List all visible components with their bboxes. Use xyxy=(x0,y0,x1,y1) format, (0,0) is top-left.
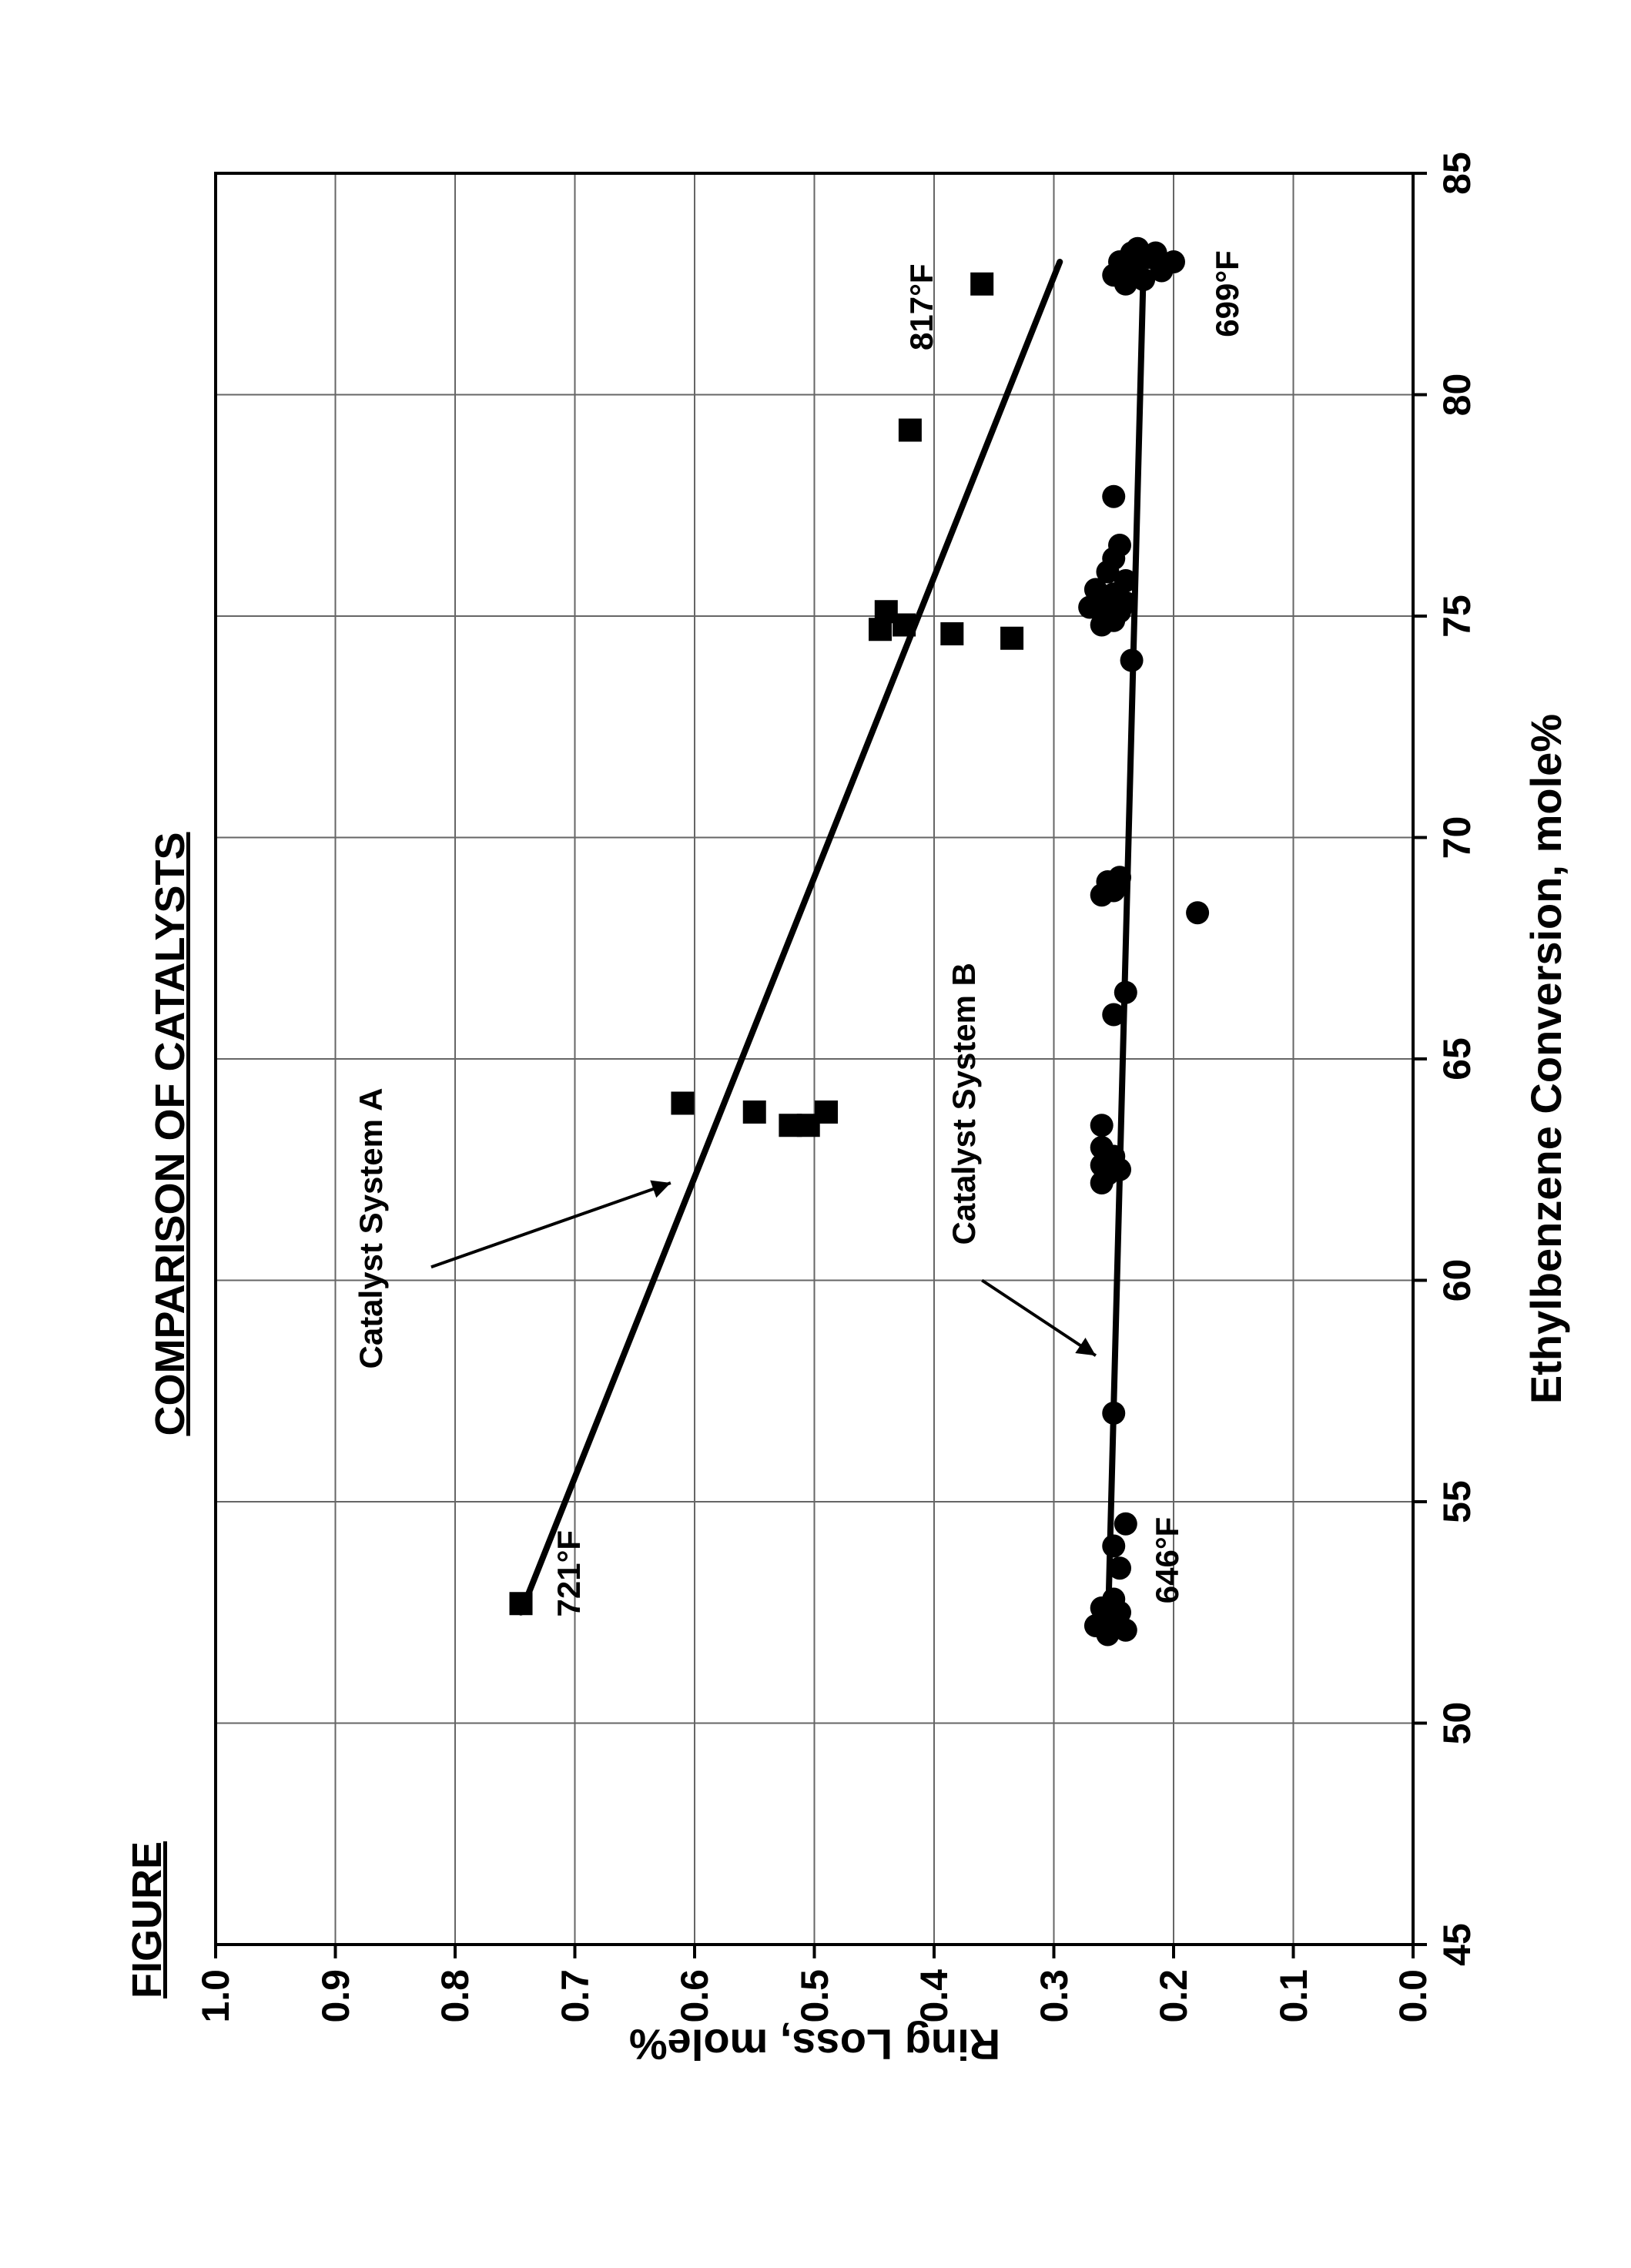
x-tick: 75 xyxy=(1435,595,1479,638)
x-tick: 80 xyxy=(1435,374,1479,417)
plot-svg xyxy=(216,173,1413,1945)
x-tick: 50 xyxy=(1435,1702,1479,1745)
x-tick: 55 xyxy=(1435,1480,1479,1523)
y-tick: 0.6 xyxy=(672,1969,717,2023)
y-tick: 0.1 xyxy=(1271,1969,1316,2023)
temp-a-left-label: 721°F xyxy=(551,1530,588,1617)
y-tick: 0.0 xyxy=(1391,1969,1435,2023)
x-tick: 70 xyxy=(1435,816,1479,859)
series-a-label: Catalyst System A xyxy=(353,1088,390,1369)
temp-b-right-label: 699°F xyxy=(1209,250,1246,337)
page-root: FIGURE COMPARISON OF CATALYSTS Ethylbenz… xyxy=(0,0,1631,2268)
y-tick: 0.8 xyxy=(433,1969,477,2023)
x-axis-label: Ethylbenzene Conversion, mole% xyxy=(1521,714,1571,1404)
series-b-label: Catalyst System B xyxy=(946,963,983,1245)
temp-b-left-label: 646°F xyxy=(1149,1517,1186,1604)
chart-title: COMPARISON OF CATALYSTS xyxy=(146,0,194,2268)
y-axis-label: Ring Loss, mole% xyxy=(628,2020,1000,2070)
y-tick: 0.4 xyxy=(912,1969,956,2023)
x-tick: 85 xyxy=(1435,152,1479,195)
y-tick: 0.3 xyxy=(1032,1969,1077,2023)
y-tick: 0.7 xyxy=(553,1969,598,2023)
x-tick: 45 xyxy=(1435,1923,1479,1966)
y-tick: 0.9 xyxy=(313,1969,358,2023)
x-tick: 65 xyxy=(1435,1037,1479,1080)
plot-area xyxy=(216,173,1413,1945)
y-tick: 0.5 xyxy=(792,1969,837,2023)
y-tick: 0.2 xyxy=(1151,1969,1196,2023)
temp-a-right-label: 817°F xyxy=(903,263,940,350)
y-tick: 1.0 xyxy=(193,1969,238,2023)
x-tick: 60 xyxy=(1435,1259,1479,1302)
landscape-canvas: FIGURE COMPARISON OF CATALYSTS Ethylbenz… xyxy=(0,0,1631,2268)
